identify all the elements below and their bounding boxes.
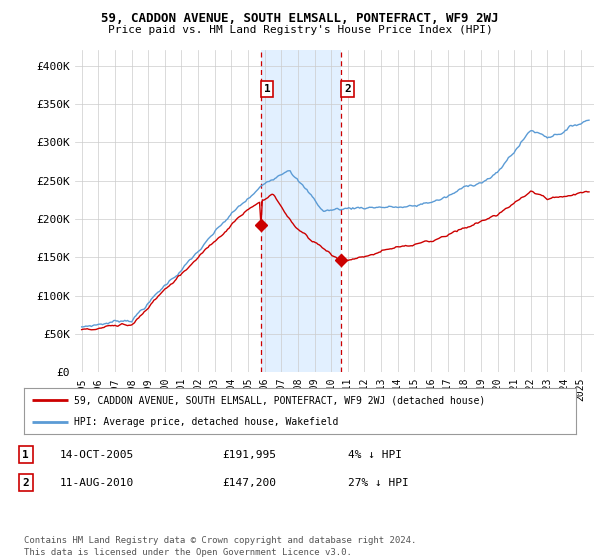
Text: 2: 2 — [344, 84, 351, 94]
Text: 59, CADDON AVENUE, SOUTH ELMSALL, PONTEFRACT, WF9 2WJ: 59, CADDON AVENUE, SOUTH ELMSALL, PONTEF… — [101, 12, 499, 25]
Text: 59, CADDON AVENUE, SOUTH ELMSALL, PONTEFRACT, WF9 2WJ (detached house): 59, CADDON AVENUE, SOUTH ELMSALL, PONTEF… — [74, 395, 485, 405]
Text: £191,995: £191,995 — [222, 450, 276, 460]
Text: 14-OCT-2005: 14-OCT-2005 — [60, 450, 134, 460]
Text: HPI: Average price, detached house, Wakefield: HPI: Average price, detached house, Wake… — [74, 417, 338, 427]
Text: Price paid vs. HM Land Registry's House Price Index (HPI): Price paid vs. HM Land Registry's House … — [107, 25, 493, 35]
Text: Contains HM Land Registry data © Crown copyright and database right 2024.
This d: Contains HM Land Registry data © Crown c… — [24, 536, 416, 557]
Text: 27% ↓ HPI: 27% ↓ HPI — [348, 478, 409, 488]
Bar — [261, 50, 341, 372]
Text: 11-AUG-2010: 11-AUG-2010 — [60, 478, 134, 488]
Text: £147,200: £147,200 — [222, 478, 276, 488]
Text: 4% ↓ HPI: 4% ↓ HPI — [348, 450, 402, 460]
Text: 2: 2 — [22, 478, 29, 488]
Text: 1: 1 — [263, 84, 271, 94]
Text: 1: 1 — [22, 450, 29, 460]
